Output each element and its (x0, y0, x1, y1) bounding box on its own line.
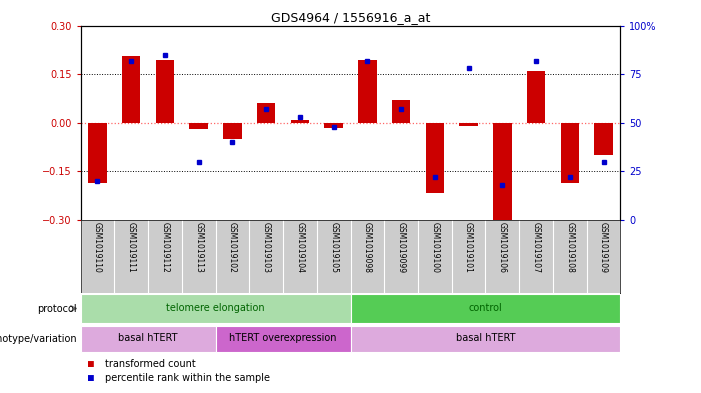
Bar (392, 100, 410, 123)
Bar (81, 326, 216, 352)
Bar (122, 56, 140, 123)
Text: GSM1019104: GSM1019104 (295, 222, 304, 273)
Bar (459, 123, 478, 126)
Bar (223, 123, 242, 139)
Text: GSM1019099: GSM1019099 (397, 222, 406, 274)
Text: GSM1019108: GSM1019108 (565, 222, 574, 273)
Text: ■: ■ (88, 358, 93, 369)
Bar (156, 60, 175, 123)
Text: GSM1019109: GSM1019109 (599, 222, 608, 273)
Text: GSM1019110: GSM1019110 (93, 222, 102, 273)
Text: percentile rank within the sample: percentile rank within the sample (105, 373, 270, 383)
Bar (426, 123, 444, 193)
Text: GSM1019102: GSM1019102 (228, 222, 237, 273)
Text: telomere elongation: telomere elongation (166, 303, 265, 313)
Bar (350, 294, 620, 323)
Bar (257, 103, 275, 123)
Text: GSM1019105: GSM1019105 (329, 222, 338, 273)
Bar (358, 60, 376, 123)
Text: protocol: protocol (37, 303, 77, 314)
Bar (526, 71, 545, 123)
Bar (291, 119, 309, 123)
Title: GDS4964 / 1556916_a_at: GDS4964 / 1556916_a_at (271, 11, 430, 24)
Text: GSM1019107: GSM1019107 (531, 222, 540, 273)
Bar (561, 123, 579, 183)
Bar (216, 326, 350, 352)
Text: GSM1019098: GSM1019098 (363, 222, 372, 273)
Text: hTERT overexpression: hTERT overexpression (229, 333, 336, 343)
Text: GSM1019112: GSM1019112 (161, 222, 170, 273)
Text: ■: ■ (88, 373, 93, 383)
Bar (325, 123, 343, 128)
Bar (88, 123, 107, 183)
Text: GSM1019111: GSM1019111 (127, 222, 136, 273)
Text: basal hTERT: basal hTERT (456, 333, 515, 343)
Bar (594, 123, 613, 155)
Text: GSM1019100: GSM1019100 (430, 222, 440, 273)
Text: genotype/variation: genotype/variation (0, 334, 77, 344)
Text: GSM1019101: GSM1019101 (464, 222, 473, 273)
Text: basal hTERT: basal hTERT (118, 333, 178, 343)
Bar (350, 326, 620, 352)
Bar (493, 123, 512, 223)
Text: GSM1019106: GSM1019106 (498, 222, 507, 273)
Text: transformed count: transformed count (105, 358, 196, 369)
Text: GSM1019113: GSM1019113 (194, 222, 203, 273)
Bar (81, 294, 350, 323)
Text: GSM1019103: GSM1019103 (261, 222, 271, 273)
Bar (189, 123, 208, 129)
Text: control: control (468, 303, 503, 313)
